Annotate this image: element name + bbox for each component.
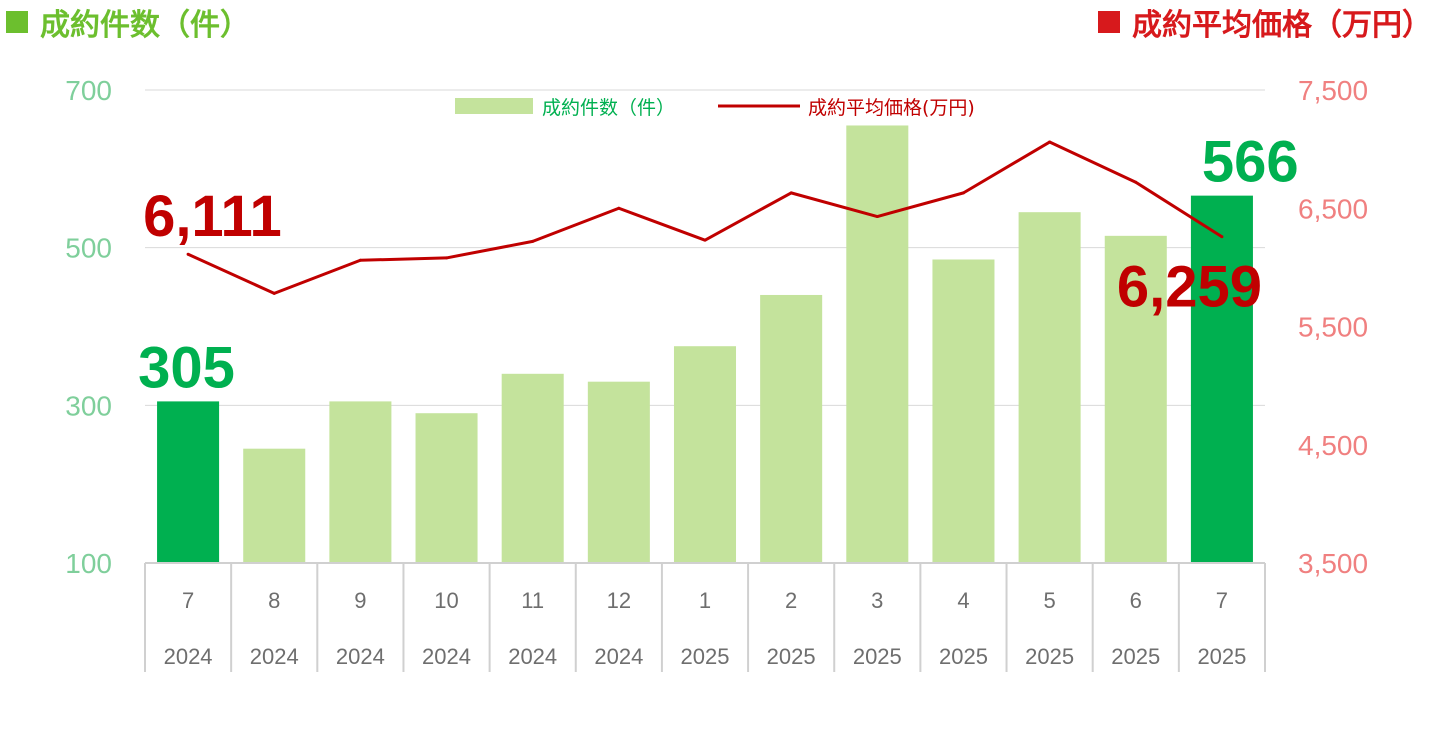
year-label: 2024: [336, 644, 385, 669]
line-point: [1048, 140, 1052, 144]
line-point: [961, 191, 965, 195]
year-label: 2025: [767, 644, 816, 669]
bar: [243, 448, 306, 563]
line-point: [875, 215, 879, 219]
line-point: [789, 191, 793, 195]
month-label: 8: [268, 588, 280, 613]
year-label: 2025: [939, 644, 988, 669]
bar: [501, 373, 564, 563]
left-tick-label: 300: [65, 390, 112, 421]
year-label: 2024: [164, 644, 213, 669]
legend-bar-swatch: [455, 98, 533, 114]
left-axis-title-text: 成約件数（件）: [40, 8, 250, 43]
value-callout: 305: [138, 335, 235, 400]
year-label: 2024: [422, 644, 471, 669]
line-point: [186, 252, 190, 256]
year-label: 2024: [250, 644, 299, 669]
year-label: 2024: [508, 644, 557, 669]
right-axis-title-text: 成約平均価格（万円）: [1132, 8, 1432, 43]
bar: [673, 346, 737, 563]
legend-line-label: 成約平均価格(万円): [808, 97, 975, 119]
month-label: 6: [1130, 588, 1142, 613]
bar: [1104, 235, 1167, 563]
month-label: 12: [607, 588, 631, 613]
right-tick-label: 7,500: [1298, 75, 1368, 106]
left-tick-label: 100: [65, 548, 112, 579]
month-label: 10: [434, 588, 458, 613]
line-series: [186, 140, 1224, 295]
line-point: [272, 291, 276, 295]
month-label: 9: [354, 588, 366, 613]
year-label: 2024: [594, 644, 643, 669]
left-y-axis: 100 300 500 700: [65, 75, 112, 579]
bar: [1190, 195, 1253, 564]
line-point: [1134, 180, 1138, 184]
bar: [157, 401, 220, 563]
month-label: 7: [1216, 588, 1228, 613]
right-y-axis: 3,500 4,500 5,500 6,500 7,500: [1298, 75, 1368, 579]
line-point: [445, 256, 449, 260]
line-point: [703, 238, 707, 242]
line-point: [531, 239, 535, 243]
year-label: 2025: [1025, 644, 1074, 669]
bar: [846, 125, 909, 563]
callouts: 6,111 305 566 6,259: [138, 130, 1299, 401]
left-tick-label: 700: [65, 75, 112, 106]
month-label: 1: [699, 588, 711, 613]
right-axis-title: 成約平均価格（万円）: [1098, 2, 1432, 43]
right-tick-label: 4,500: [1298, 430, 1368, 461]
right-tick-label: 3,500: [1298, 548, 1368, 579]
value-callout: 6,111: [143, 184, 282, 249]
legend-bar-label: 成約件数（件）: [542, 97, 675, 119]
bar: [329, 401, 392, 563]
line-point: [1220, 235, 1224, 239]
bar: [415, 413, 478, 563]
year-label: 2025: [1197, 644, 1246, 669]
right-tick-label: 6,500: [1298, 193, 1368, 224]
bar-series: [157, 125, 1253, 564]
month-label: 4: [957, 588, 969, 613]
left-tick-label: 500: [65, 233, 112, 264]
month-label: 3: [871, 588, 883, 613]
bar: [1018, 212, 1081, 564]
left-axis-title: 成約件数（件）: [6, 2, 250, 43]
legend: 成約件数（件） 成約平均価格(万円): [455, 97, 975, 119]
red-square-icon: [1098, 11, 1120, 33]
green-square-icon: [6, 11, 28, 33]
bar: [932, 259, 995, 563]
line-point: [617, 206, 621, 210]
bar: [760, 294, 823, 563]
month-label: 2: [785, 588, 797, 613]
month-label: 11: [521, 588, 544, 613]
year-label: 2025: [681, 644, 730, 669]
x-axis-table: 7 2024 8 2024 9 2024 10 2024 11 2024 12 2024 1 2025 2 2…: [144, 562, 1266, 672]
line-point: [358, 258, 362, 262]
month-label: 5: [1043, 588, 1055, 613]
month-label: 7: [182, 588, 194, 613]
value-callout: 6,259: [1117, 255, 1262, 320]
right-tick-label: 5,500: [1298, 312, 1368, 343]
year-label: 2025: [1111, 644, 1160, 669]
value-callout: 566: [1202, 130, 1299, 195]
year-label: 2025: [853, 644, 902, 669]
bar: [587, 381, 650, 563]
